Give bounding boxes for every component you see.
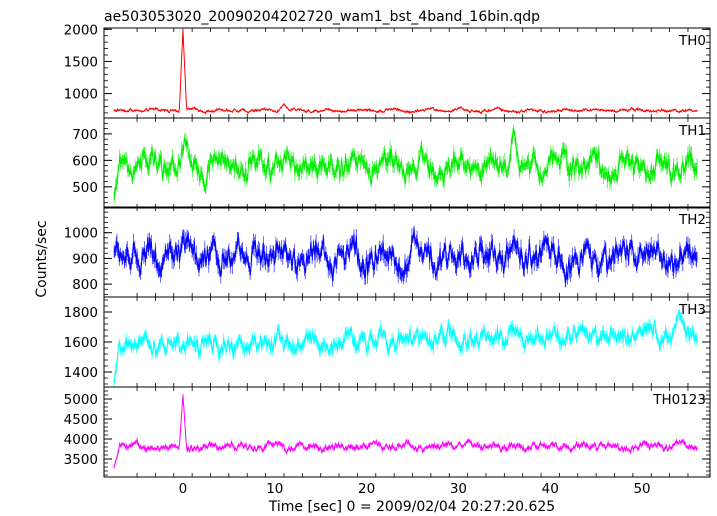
panel-label: TH3 [678,302,706,318]
x-tick-label: 10 [266,481,283,497]
panel-th3: 1400 1600 1800 TH3 [64,296,711,388]
series-errorbars-th0 [113,28,698,115]
y-tick-label: 4500 [64,412,98,428]
panel-th2: 800 900 1000 TH2 [64,206,711,298]
y-tick-label: 1800 [64,305,98,321]
series-errorbars-th1 [113,124,698,204]
chart-title: ae503053020_20090204202720_wam1_bst_4ban… [104,9,540,25]
panel-th0: 1000 1500 2000 TH0 [64,22,711,119]
x-tick-label: 20 [358,481,375,497]
panel-th0123: 3500 4000 4500 5000 TH0123 [64,386,711,478]
y-tick-label: 1400 [64,365,98,381]
x-tick-label: 50 [633,481,650,497]
series-line-th1 [113,128,698,198]
x-tick-label: 0 [179,481,188,497]
y-tick-label: 800 [72,277,98,293]
y-tick-label: 2000 [64,22,98,38]
x-tick-label: 40 [542,481,559,497]
y-tick-label: 5000 [64,392,98,408]
y-tick-label: 1000 [64,226,98,242]
y-tick-label: 4000 [64,432,98,448]
panel-label: TH2 [678,212,706,228]
series-errorbars-th0123 [113,393,698,469]
y-tick-label: 1500 [64,54,98,70]
panel-frame [103,386,711,478]
y-tick-label: 500 [72,180,98,196]
x-axis-label: Time [sec] 0 = 2009/02/04 20:27:20.625 [268,499,555,515]
y-tick-label: 1600 [64,335,98,351]
y-tick-label: 600 [72,153,98,169]
x-tick-label: 30 [450,481,467,497]
panel-frame [103,27,711,119]
panel-th1: 500 600 700 TH1 [72,117,711,209]
y-tick-label: 900 [72,251,98,267]
series-line-th0123 [113,394,698,468]
y-tick-label: 700 [72,127,98,143]
series-line-th0 [113,29,698,115]
y-tick-label: 1000 [64,87,98,103]
series-errorbars-th3 [113,308,698,387]
series-line-th2 [113,229,698,284]
panel-frame [103,117,711,209]
y-axis-label: Counts/sec [34,220,50,297]
panel-label: TH1 [678,123,706,139]
panel-label: TH0123 [652,392,706,408]
y-tick-label: 3500 [64,452,98,468]
panel-label: TH0 [678,33,706,49]
series-line-th3 [113,310,698,383]
